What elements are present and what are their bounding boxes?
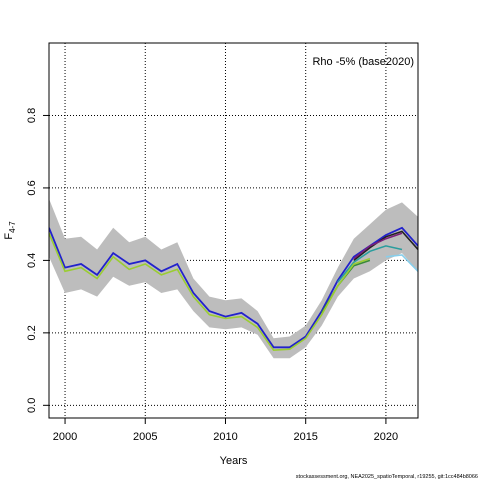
plot-frame: [48, 42, 419, 419]
series-line-3: [353, 232, 403, 260]
x-axis-ticks: 2000 2005 2010 2015 2020: [53, 418, 398, 443]
footer-text: stockassessment.org, NEA2025_spatioTempo…: [296, 474, 478, 480]
series-line-2: [353, 230, 418, 262]
x-tick-label: 2005: [133, 431, 157, 443]
series-line-4: [337, 245, 403, 283]
legend-text: Rho -5% (base2020): [312, 56, 414, 68]
svg-text:F4-7: F4-7: [3, 221, 17, 240]
x-tick-label: 2000: [53, 431, 77, 443]
grid-lines: [49, 43, 418, 418]
y-axis-label-sub: 4-7: [8, 221, 17, 233]
y-axis-ticks: 0.0 0.2 0.4 0.6 0.8: [26, 108, 49, 413]
y-axis-label-main: F: [3, 233, 15, 240]
x-tick-label: 2020: [374, 431, 398, 443]
confidence-band: [49, 198, 418, 359]
series-lines-group: [49, 226, 418, 352]
series-line-1: [49, 226, 418, 349]
y-tick-label: 0.6: [26, 180, 38, 195]
y-tick-label: 0.4: [26, 253, 38, 268]
y-axis-label: F4-7: [3, 221, 17, 240]
y-tick-label: 0.8: [26, 108, 38, 123]
x-tick-label: 2015: [293, 431, 317, 443]
confidence-band-group: [49, 198, 418, 359]
x-tick-label: 2010: [213, 431, 237, 443]
y-tick-label: 0.0: [26, 398, 38, 413]
series-line-7: [385, 254, 418, 272]
x-axis-label: Years: [220, 455, 248, 467]
y-tick-label: 0.2: [26, 325, 38, 340]
series-line-6: [49, 232, 371, 352]
